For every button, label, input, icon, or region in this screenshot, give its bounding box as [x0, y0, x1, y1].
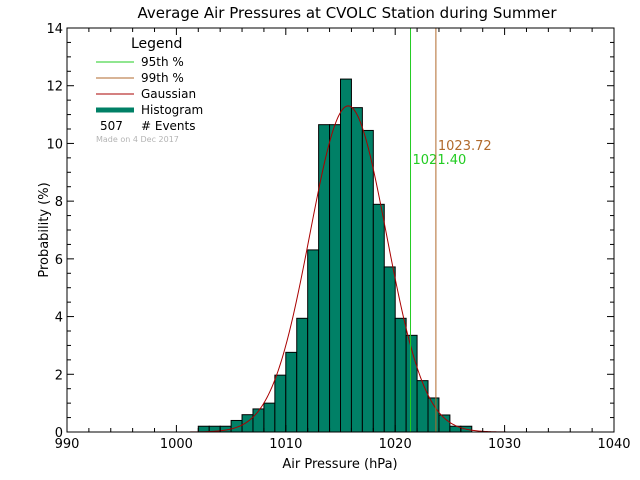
percentile-value-label: 1023.72: [438, 139, 492, 154]
x-tick-label: 1000: [160, 437, 193, 452]
x-tick-label: 1040: [597, 437, 630, 452]
legend-title: Legend: [131, 36, 182, 52]
histogram-bar: [340, 78, 352, 433]
x-tick-label: 990: [55, 437, 80, 452]
y-axis-label: Probability (%): [37, 182, 52, 277]
histogram-bar: [427, 397, 440, 433]
histogram-bar: [416, 380, 429, 433]
histogram-bar: [241, 414, 254, 433]
y-tick-label: 4: [55, 311, 63, 326]
histogram-bar: [350, 107, 363, 433]
y-tick-label: 12: [46, 80, 63, 95]
y-tick-label: 14: [46, 22, 63, 37]
histogram-bar: [263, 402, 276, 433]
x-axis-label: Air Pressure (hPa): [282, 457, 397, 472]
legend-label-99th: 99th %: [141, 71, 184, 85]
y-axis: 0 2 4 6 8 10 12 14: [46, 22, 614, 441]
x-tick-label: 1010: [269, 437, 302, 452]
histogram-bar: [252, 408, 265, 433]
chart-title: Average Air Pressures at CVOLC Station d…: [138, 4, 558, 22]
histogram-bar: [383, 266, 396, 433]
legend-events-count: 507: [100, 119, 123, 133]
histogram-bar: [318, 124, 331, 433]
y-tick-label: 6: [55, 253, 63, 268]
legend-label-gaussian: Gaussian: [141, 87, 196, 101]
histogram-bar: [307, 249, 320, 433]
histogram-bar: [372, 203, 385, 433]
legend-label-histogram: Histogram: [141, 103, 203, 117]
percentile-value-label: 1021.40: [413, 153, 467, 168]
y-tick-label: 0: [55, 426, 63, 441]
watermark: Made on 4 Dec 2017: [96, 135, 179, 144]
histogram-bar: [329, 124, 341, 433]
y-tick-label: 2: [55, 368, 63, 383]
histogram-bars: [197, 78, 473, 433]
histogram-bar: [274, 374, 287, 433]
x-tick-label: 1030: [488, 437, 521, 452]
histogram-bar: [394, 317, 407, 433]
histogram-bar: [296, 317, 309, 433]
x-tick-label: 1020: [379, 437, 412, 452]
x-axis: 990 1000 1010 1020 1030 1040: [55, 28, 631, 452]
legend-events-label: # Events: [141, 119, 196, 133]
y-tick-label: 8: [55, 195, 63, 210]
y-tick-label: 10: [46, 137, 63, 152]
legend-label-95th: 95th %: [141, 55, 184, 69]
legend: Legend 95th % 99th % Gaussian Histogram …: [96, 36, 203, 144]
histogram-bar: [361, 129, 374, 433]
histogram-bar: [285, 351, 298, 433]
